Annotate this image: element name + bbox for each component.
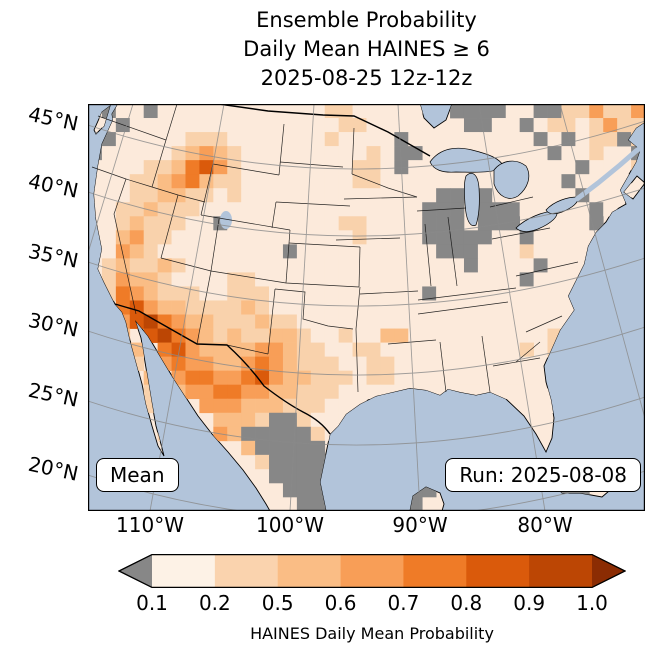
colorbar-tick-label: 0.5 <box>261 591 294 615</box>
colorbar-tick-label: 0.8 <box>450 591 483 615</box>
statistic-badge: Mean <box>96 458 179 492</box>
lat-tick-label: 30°N <box>26 307 81 342</box>
lon-tick-label: 80°W <box>517 513 573 537</box>
run-date-badge: Run: 2025-08-08 <box>445 458 641 492</box>
graticule <box>88 104 645 511</box>
great-salt-lake <box>220 211 232 229</box>
lake-michigan <box>463 173 480 226</box>
colorbar-over-arrow <box>592 554 626 588</box>
lat-tick-label: 35°N <box>26 238 81 273</box>
us-mexico-border <box>114 303 331 435</box>
colorbar-under-arrow <box>118 554 152 588</box>
colorbar-tick-label: 0.1 <box>136 591 168 615</box>
lat-tick-label: 40°N <box>26 168 81 203</box>
colorbar-outline <box>117 553 627 589</box>
figure-title: Ensemble Probability Daily Mean HAINES ≥… <box>88 6 645 93</box>
colorbar-tick-label: 1.0 <box>576 591 608 615</box>
great-lakes <box>220 147 578 232</box>
title-line-3: 2025-08-25 12z-12z <box>260 66 473 90</box>
lon-tick-label: 100°W <box>256 513 324 537</box>
title-line-1: Ensemble Probability <box>256 8 477 32</box>
colorbar-tick-label: 0.9 <box>513 591 546 615</box>
lat-tick-label: 20°N <box>26 451 81 486</box>
colorbar-label: HAINES Daily Mean Probability <box>250 624 494 643</box>
lake-erie <box>515 210 558 232</box>
title-line-2: Daily Mean HAINES ≥ 6 <box>243 37 490 61</box>
colorbar <box>117 553 627 589</box>
lon-tick-label: 110°W <box>116 513 184 537</box>
st-lawrence-river <box>574 142 645 202</box>
probability-map <box>88 104 645 511</box>
lake-huron <box>493 160 530 199</box>
us-canada-border <box>218 104 431 157</box>
colorbar-tick-label: 0.6 <box>324 591 357 615</box>
colorbar-segments <box>152 554 593 588</box>
colorbar-ticks: 0.1 0.2 0.5 0.6 0.7 0.8 0.9 1.0 <box>118 591 626 617</box>
colorbar-tick-label: 0.7 <box>387 591 420 615</box>
country-borders <box>114 104 431 435</box>
state-borders <box>91 104 579 393</box>
lon-tick-label: 90°W <box>392 513 448 537</box>
colorbar-tick-label: 0.2 <box>198 591 231 615</box>
lat-tick-label: 25°N <box>26 377 81 412</box>
map-frame <box>88 104 645 511</box>
map-canvas <box>88 104 645 511</box>
lat-tick-label: 45°N <box>26 101 81 136</box>
